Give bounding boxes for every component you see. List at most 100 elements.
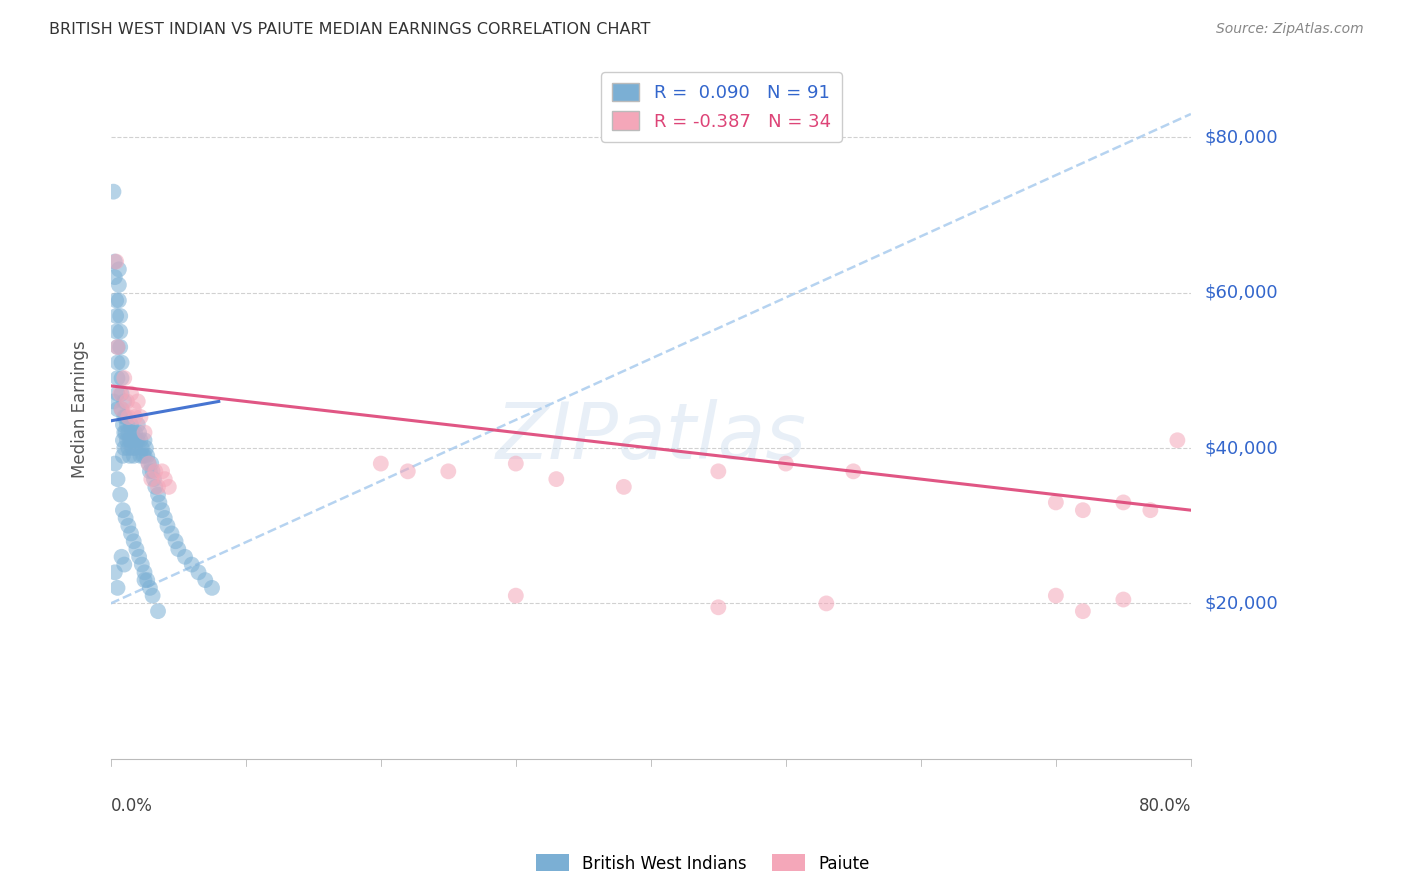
Point bbox=[112, 394, 135, 409]
Point bbox=[124, 409, 146, 424]
Text: $60,000: $60,000 bbox=[1205, 284, 1278, 301]
Y-axis label: Median Earnings: Median Earnings bbox=[72, 341, 89, 478]
Point bbox=[1071, 604, 1094, 618]
Point bbox=[127, 394, 149, 409]
Point bbox=[120, 526, 142, 541]
Point bbox=[194, 573, 217, 587]
Point bbox=[127, 434, 149, 448]
Point bbox=[111, 434, 134, 448]
Point bbox=[108, 277, 131, 292]
Point bbox=[125, 434, 148, 448]
Point bbox=[134, 566, 156, 580]
Point bbox=[146, 604, 169, 618]
Point bbox=[107, 472, 129, 486]
Point bbox=[437, 464, 460, 478]
Point bbox=[167, 542, 190, 557]
Point bbox=[1112, 592, 1135, 607]
Point bbox=[118, 449, 141, 463]
Point bbox=[112, 558, 135, 572]
Point bbox=[134, 449, 156, 463]
Point bbox=[103, 394, 125, 409]
Point bbox=[132, 449, 155, 463]
Point bbox=[110, 371, 132, 385]
Text: 80.0%: 80.0% bbox=[1139, 797, 1191, 815]
Point bbox=[117, 518, 139, 533]
Point bbox=[111, 417, 134, 432]
Point bbox=[775, 457, 797, 471]
Point bbox=[1045, 495, 1067, 509]
Point bbox=[107, 371, 129, 385]
Point bbox=[110, 355, 132, 369]
Point bbox=[125, 542, 148, 557]
Text: 0.0%: 0.0% bbox=[111, 797, 153, 815]
Text: $80,000: $80,000 bbox=[1205, 128, 1278, 146]
Point bbox=[138, 457, 160, 471]
Point bbox=[107, 402, 129, 417]
Point bbox=[128, 425, 150, 440]
Point bbox=[546, 472, 568, 486]
Point bbox=[110, 402, 132, 417]
Point bbox=[111, 449, 134, 463]
Point bbox=[138, 457, 160, 471]
Point bbox=[112, 441, 135, 455]
Text: Source: ZipAtlas.com: Source: ZipAtlas.com bbox=[1216, 22, 1364, 37]
Point bbox=[1045, 589, 1067, 603]
Point bbox=[107, 340, 129, 354]
Point bbox=[180, 558, 202, 572]
Point bbox=[112, 371, 135, 385]
Point bbox=[153, 472, 176, 486]
Point bbox=[114, 511, 136, 525]
Point bbox=[122, 402, 145, 417]
Point bbox=[165, 534, 187, 549]
Point bbox=[127, 417, 149, 432]
Point bbox=[156, 518, 179, 533]
Point bbox=[134, 573, 156, 587]
Point bbox=[143, 472, 166, 486]
Point bbox=[150, 464, 173, 478]
Point bbox=[707, 464, 730, 478]
Point bbox=[146, 480, 169, 494]
Point bbox=[110, 325, 132, 339]
Point bbox=[142, 464, 165, 478]
Point bbox=[104, 270, 127, 285]
Point bbox=[117, 441, 139, 455]
Point bbox=[139, 464, 162, 478]
Legend: R =  0.090   N = 91, R = -0.387   N = 34: R = 0.090 N = 91, R = -0.387 N = 34 bbox=[602, 72, 842, 142]
Point bbox=[118, 434, 141, 448]
Point bbox=[107, 340, 129, 354]
Point bbox=[107, 386, 129, 401]
Legend: British West Indians, Paiute: British West Indians, Paiute bbox=[529, 847, 877, 880]
Point bbox=[153, 511, 176, 525]
Point bbox=[1112, 495, 1135, 509]
Point bbox=[115, 394, 138, 409]
Point bbox=[104, 566, 127, 580]
Point bbox=[105, 325, 128, 339]
Point bbox=[104, 457, 127, 471]
Point bbox=[117, 409, 139, 424]
Point bbox=[120, 386, 142, 401]
Point bbox=[842, 464, 865, 478]
Point bbox=[142, 589, 165, 603]
Point bbox=[1166, 434, 1188, 448]
Point bbox=[187, 566, 209, 580]
Point bbox=[129, 434, 152, 448]
Point bbox=[110, 488, 132, 502]
Point bbox=[122, 449, 145, 463]
Point bbox=[107, 581, 129, 595]
Point bbox=[107, 355, 129, 369]
Point bbox=[174, 549, 197, 564]
Point bbox=[370, 457, 392, 471]
Text: BRITISH WEST INDIAN VS PAIUTE MEDIAN EARNINGS CORRELATION CHART: BRITISH WEST INDIAN VS PAIUTE MEDIAN EAR… bbox=[49, 22, 651, 37]
Point bbox=[121, 441, 143, 455]
Point bbox=[129, 409, 152, 424]
Point bbox=[201, 581, 224, 595]
Point bbox=[134, 434, 156, 448]
Point bbox=[148, 495, 170, 509]
Point bbox=[110, 386, 132, 401]
Text: ZIPatlas: ZIPatlas bbox=[495, 399, 806, 475]
Point bbox=[136, 573, 159, 587]
Point bbox=[124, 425, 146, 440]
Point bbox=[135, 441, 157, 455]
Point bbox=[110, 402, 132, 417]
Point bbox=[815, 596, 838, 610]
